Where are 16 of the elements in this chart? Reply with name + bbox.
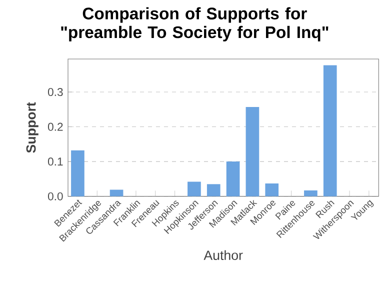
y-axis-title: Support [26, 102, 38, 153]
bar [265, 183, 279, 196]
bar [226, 162, 240, 196]
bar [304, 190, 318, 196]
y-tick-label: 0.2 [48, 122, 63, 131]
bar [206, 184, 220, 196]
chart-title: Comparison of Supports for "preamble To Society for Pol Inq" [61, 7, 328, 42]
bar [246, 106, 260, 196]
x-axis-title: Author [204, 250, 243, 260]
y-tick-label: 0.0 [48, 192, 63, 200]
bar [323, 65, 337, 196]
y-tick-label: 0.3 [48, 88, 63, 96]
bar [71, 150, 84, 196]
bar [188, 182, 201, 196]
bar [110, 190, 124, 196]
y-tick-label: 0.1 [48, 158, 63, 166]
